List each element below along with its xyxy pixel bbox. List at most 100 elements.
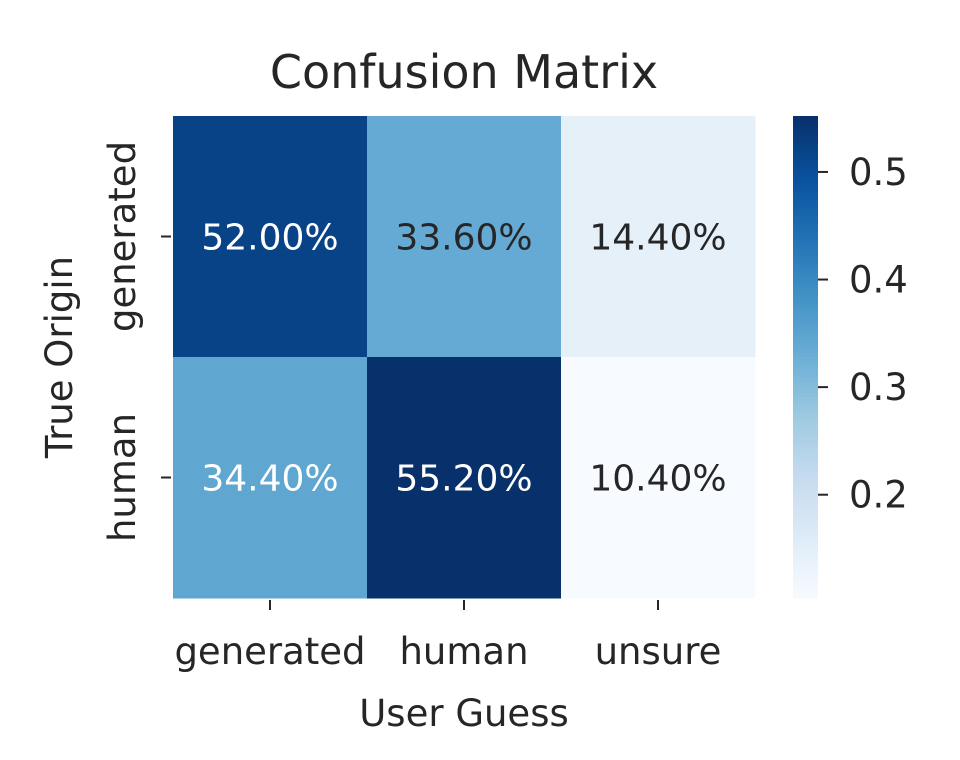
- colorbar-segment: [793, 240, 818, 246]
- colorbar-segment: [793, 172, 818, 177]
- colorbar-segment: [793, 260, 818, 266]
- colorbar-segment: [793, 445, 818, 450]
- colorbar-segment: [793, 176, 818, 181]
- colorbar-segment: [793, 357, 818, 362]
- x-axis-label: User Guess: [359, 692, 569, 735]
- colorbar-segment: [793, 425, 818, 430]
- colorbar-segment: [793, 585, 818, 591]
- cell-annotation: 52.00%: [201, 218, 338, 259]
- colorbar-segment: [793, 541, 818, 547]
- x-tick-label: generated: [174, 630, 365, 673]
- colorbar-segment: [793, 140, 818, 145]
- colorbar-segment: [793, 216, 818, 222]
- colorbar-segment: [793, 549, 818, 555]
- colorbar-segment: [793, 417, 818, 422]
- colorbar-segment: [793, 589, 818, 595]
- colorbar-segment: [793, 581, 818, 587]
- colorbar-segment: [793, 493, 818, 499]
- colorbar-segment: [793, 292, 818, 298]
- colorbar-segment: [793, 304, 818, 310]
- colorbar-segment: [793, 521, 818, 527]
- colorbar-segment: [793, 288, 818, 294]
- colorbar-segment: [793, 457, 818, 463]
- colorbar-segment: [793, 196, 818, 201]
- colorbar-segment: [793, 429, 818, 434]
- colorbar-segment: [793, 529, 818, 535]
- colorbar-segment: [793, 124, 818, 129]
- colorbar-segment: [793, 573, 818, 579]
- colorbar-segment: [793, 361, 818, 366]
- heatmap-cell: [561, 357, 756, 599]
- colorbar-segment: [793, 553, 818, 559]
- colorbar-segment: [793, 481, 818, 487]
- colorbar-segment: [793, 276, 818, 282]
- colorbar-segment: [793, 232, 818, 238]
- colorbar-segment: [793, 433, 818, 438]
- colorbar-segment: [793, 505, 818, 511]
- colorbar-segment: [793, 397, 818, 402]
- colorbar-segment: [793, 441, 818, 446]
- colorbar-segment: [793, 369, 818, 374]
- colorbar-segment: [793, 393, 818, 398]
- colorbar-segment: [793, 421, 818, 426]
- colorbar-segment: [793, 513, 818, 519]
- colorbar-segment: [793, 577, 818, 583]
- colorbar-segment: [793, 405, 818, 410]
- colorbar-segment: [793, 160, 818, 165]
- colorbar-segment: [793, 312, 818, 318]
- colorbar-segment: [793, 280, 818, 286]
- colorbar-tick-label: 0.5: [849, 151, 908, 194]
- colorbar-segment: [793, 449, 818, 454]
- colorbar-segment: [793, 336, 818, 342]
- colorbar-segment: [793, 569, 818, 575]
- colorbar-segment: [793, 180, 818, 185]
- colorbar-segment: [793, 477, 818, 483]
- colorbar-segment: [793, 272, 818, 278]
- heatmap-cell: [561, 116, 756, 358]
- colorbar-segment: [793, 409, 818, 414]
- colorbar-segment: [793, 332, 818, 338]
- colorbar-segment: [793, 377, 818, 382]
- colorbar-segment: [793, 565, 818, 571]
- y-axis-label: True Origin: [38, 256, 81, 459]
- colorbar-segment: [793, 348, 818, 354]
- colorbar-segment: [793, 352, 818, 358]
- colorbar-segment: [793, 465, 818, 471]
- colorbar-segment: [793, 593, 818, 599]
- chart-title: Confusion Matrix: [270, 45, 658, 99]
- colorbar-segment: [793, 489, 818, 495]
- colorbar-segment: [793, 284, 818, 290]
- colorbar-tick-label: 0.4: [849, 259, 908, 302]
- colorbar-segment: [793, 264, 818, 270]
- colorbar-segment: [793, 144, 818, 149]
- colorbar-segment: [793, 248, 818, 254]
- colorbar-segment: [793, 220, 818, 226]
- colorbar-segment: [793, 557, 818, 563]
- colorbar-segment: [793, 328, 818, 334]
- colorbar-segment: [793, 156, 818, 161]
- colorbar-segment: [793, 385, 818, 390]
- colorbar-segment: [793, 148, 818, 153]
- colorbar-segment: [793, 192, 818, 197]
- colorbar-segment: [793, 525, 818, 531]
- colorbar-segment: [793, 252, 818, 258]
- colorbar-segment: [793, 136, 818, 141]
- colorbar-segment: [793, 308, 818, 314]
- colorbar-segment: [793, 116, 818, 121]
- colorbar-segment: [793, 268, 818, 274]
- colorbar-segment: [793, 485, 818, 491]
- heatmap-cell: [367, 116, 562, 358]
- colorbar-segment: [793, 373, 818, 378]
- colorbar-segment: [793, 228, 818, 234]
- x-tick-label: human: [399, 630, 528, 673]
- colorbar-segment: [793, 437, 818, 442]
- colorbar-segment: [793, 365, 818, 370]
- colorbar-segment: [793, 381, 818, 386]
- heatmap-cell: [173, 357, 368, 599]
- colorbar-segment: [793, 200, 818, 205]
- colorbar-segment: [793, 316, 818, 322]
- colorbar-segment: [793, 152, 818, 157]
- colorbar-segment: [793, 537, 818, 543]
- colorbar-segment: [793, 461, 818, 467]
